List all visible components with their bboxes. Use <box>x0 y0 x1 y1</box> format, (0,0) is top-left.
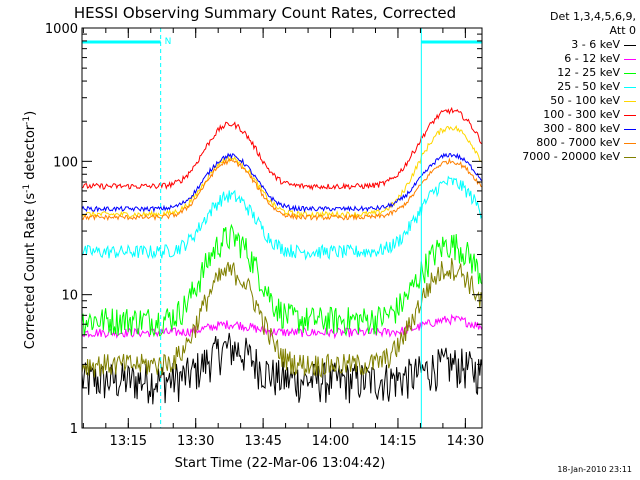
legend-item-label: 50 - 100 keV <box>550 94 620 107</box>
y-axis-label-sup1: -1 <box>22 184 32 193</box>
x-tick-label: 13:45 <box>244 434 281 449</box>
chart-title: HESSI Observing Summary Count Rates, Cor… <box>74 4 456 22</box>
x-tick-label: 13:15 <box>110 434 147 449</box>
legend-item-label: 800 - 7000 keV <box>536 136 620 149</box>
legend-item: 3 - 6 keV <box>484 38 636 52</box>
x-tick-label: 14:00 <box>312 434 349 449</box>
plot-area: N 1 10 100 1000 13:15 13:30 13:45 14:00 14:15 14:3… <box>45 22 484 449</box>
plot-frame <box>81 27 483 429</box>
y-tick-label: 100 <box>53 155 78 170</box>
legend-item: 6 - 12 keV <box>484 52 636 66</box>
x-tick-label: 14:30 <box>447 434 484 449</box>
legend: Det 1,3,4,5,6,9, Att 0 3 - 6 keV 6 - 12 k… <box>484 10 636 164</box>
legend-item-swatch <box>624 86 636 88</box>
legend-item-label: 300 - 800 keV <box>543 122 620 135</box>
y-axis-label-main: Corrected Count Rate (s <box>23 193 38 350</box>
series-line-7 <box>81 152 483 213</box>
series-line-4 <box>81 175 483 261</box>
legend-item: 300 - 800 keV <box>484 122 636 136</box>
legend-header-line-1: Det 1,3,4,5,6,9, <box>549 10 636 23</box>
legend-item-label: 12 - 25 keV <box>557 66 620 79</box>
legend-item: 100 - 300 keV <box>484 108 636 122</box>
series-line-5 <box>81 125 483 220</box>
legend-item: 7000 - 20000 keV <box>484 150 636 164</box>
x-tick-label: 14:15 <box>379 434 416 449</box>
legend-item: 50 - 100 keV <box>484 94 636 108</box>
series-line-3 <box>81 223 483 338</box>
y-tick-label: 10 <box>61 289 78 304</box>
series-line-1 <box>81 332 483 405</box>
timestamp: 18-Jan-2010 23:11 <box>557 465 632 474</box>
y-axis-label: Corrected Count Rate (s-1 detector-1) <box>22 111 38 349</box>
legend-item: 12 - 25 keV <box>484 66 636 80</box>
legend-item: 800 - 7000 keV <box>484 136 636 150</box>
legend-item-label: 25 - 50 keV <box>557 80 620 93</box>
legend-rows: 3 - 6 keV 6 - 12 keV 12 - 25 keV 25 - 50 ke… <box>484 38 636 164</box>
legend-item-swatch <box>624 72 636 74</box>
y-axis-label-end: ) <box>23 111 38 116</box>
legend-item-label: 6 - 12 keV <box>564 52 620 65</box>
x-tick-label: 13:30 <box>177 434 214 449</box>
y-axis-label-sup2: -1 <box>22 116 32 125</box>
legend-item-label: 7000 - 20000 keV <box>522 150 620 163</box>
legend-item: 25 - 50 keV <box>484 80 636 94</box>
legend-item-swatch <box>624 114 636 116</box>
legend-item-swatch <box>624 58 636 60</box>
x-axis-label: Start Time (22-Mar-06 13:04:42) <box>175 456 386 471</box>
y-tick-label: 1000 <box>45 22 78 37</box>
legend-item-swatch <box>624 156 636 158</box>
flag-label: N <box>165 37 172 47</box>
series-line-9 <box>81 258 483 379</box>
legend-item-swatch <box>624 44 636 46</box>
series-line-8 <box>81 157 483 222</box>
legend-item-swatch <box>624 142 636 144</box>
y-axis-label-mid: detector <box>23 124 38 184</box>
y-tick-label: 1 <box>70 422 78 437</box>
legend-item-label: 100 - 300 keV <box>543 108 620 121</box>
legend-header-line-2: Att 0 <box>609 24 636 37</box>
legend-item-label: 3 - 6 keV <box>571 38 620 51</box>
legend-item-swatch <box>624 100 636 102</box>
series-line-2 <box>81 313 483 340</box>
legend-item-swatch <box>624 128 636 130</box>
series-line-6 <box>81 106 483 191</box>
